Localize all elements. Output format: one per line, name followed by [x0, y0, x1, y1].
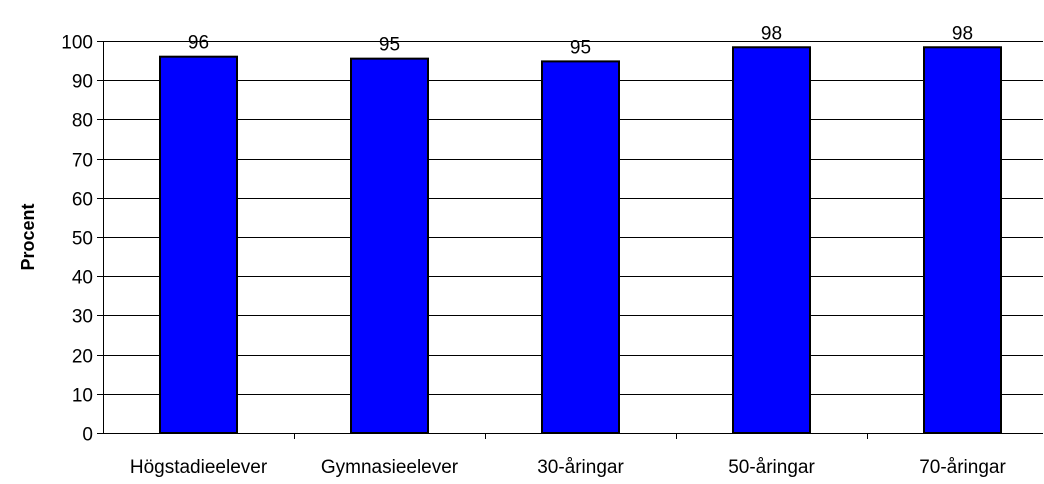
bar-1 — [159, 55, 238, 435]
bar-4 — [732, 46, 811, 434]
bar-3 — [541, 60, 620, 434]
y-tick-label: 30 — [72, 307, 93, 328]
bar-5 — [923, 46, 1002, 434]
x-category-label: 30-åringar — [537, 457, 624, 478]
y-tick-label: 50 — [72, 229, 93, 250]
data-label: 98 — [761, 23, 782, 44]
bar-2 — [350, 57, 429, 434]
y-tick-label: 100 — [61, 33, 93, 54]
data-label: 95 — [570, 37, 591, 58]
y-tick-label: 60 — [72, 190, 93, 211]
labels: 0 10 20 30 40 50 60 70 80 90 100 96 Högstadieelever 9… — [61, 23, 1006, 478]
x-category-label: 50-åringar — [728, 457, 815, 478]
y-tick-label: 80 — [72, 111, 93, 132]
y-tick-label: 10 — [72, 386, 93, 407]
y-tick-label: 40 — [72, 268, 93, 289]
data-label: 95 — [379, 35, 400, 56]
y-tick-label: 70 — [72, 151, 93, 172]
y-tick-label: 20 — [72, 347, 93, 368]
y-tick-label: 90 — [72, 72, 93, 93]
axes — [97, 41, 1043, 439]
bars — [159, 46, 1002, 435]
data-label: 96 — [188, 33, 209, 54]
y-axis-title: Procent — [18, 203, 38, 270]
x-category-label: Gymnasieelever — [321, 457, 459, 478]
x-category-label: 70-åringar — [919, 457, 1006, 478]
y-tick-label: 0 — [82, 425, 93, 446]
x-category-label: Högstadieelever — [130, 457, 268, 478]
data-label: 98 — [952, 23, 973, 44]
